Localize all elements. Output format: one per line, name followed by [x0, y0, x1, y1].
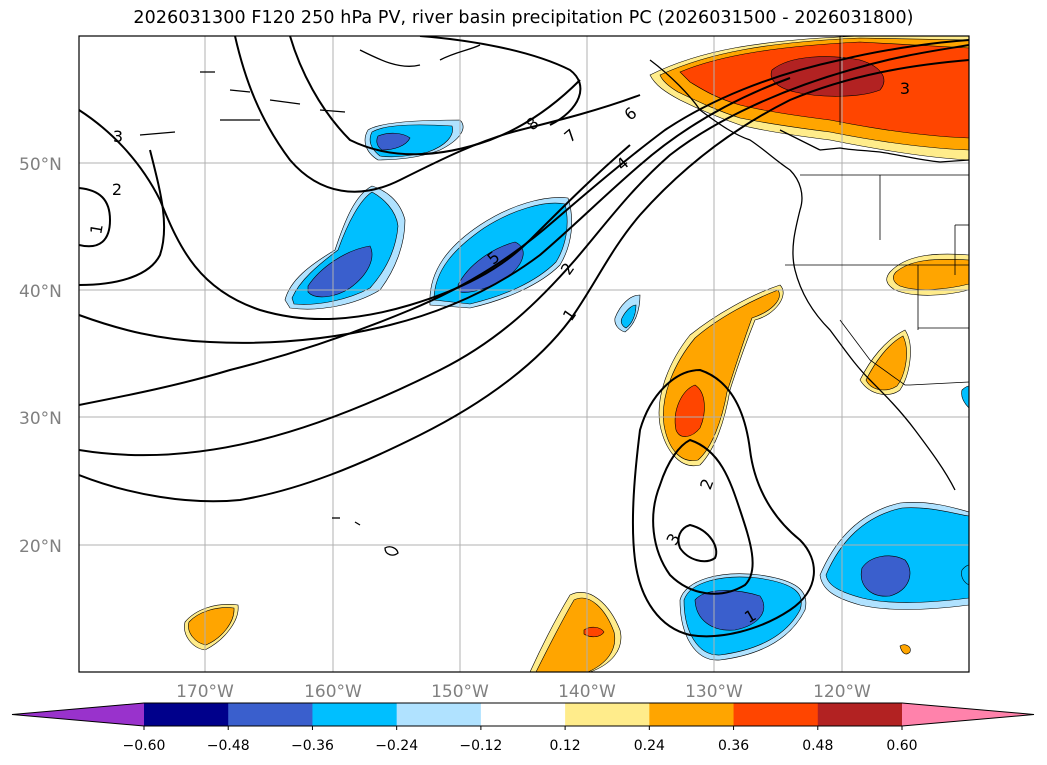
colorbar-segment: [565, 703, 650, 726]
lon-label: 170°W: [176, 682, 234, 702]
lat-label: 20°N: [19, 537, 62, 557]
colorbar-segment: [228, 703, 313, 726]
colorbar-extend-low: [12, 703, 144, 726]
colorbar-tick-label: 0.12: [550, 738, 581, 754]
pv-contours: [79, 36, 969, 638]
lon-label: 120°W: [813, 682, 871, 702]
colorbar-segment: [649, 703, 735, 726]
contour-label: 1: [86, 222, 106, 235]
contour-label: 2: [112, 180, 122, 199]
lat-label: 50°N: [19, 155, 62, 175]
precip-shading: [184, 36, 969, 672]
plot-area: 1 2 3 4 5 6 7 8 3 2 1 3 2 1: [79, 36, 969, 672]
colorbar-tick-label: 0.36: [718, 738, 749, 754]
coastlines: [139, 44, 969, 556]
colorbar-extend-high: [902, 703, 1034, 726]
colorbar-tick-label: −0.12: [459, 738, 502, 754]
longitude-labels: 170°W 160°W 150°W 140°W 130°W 120°W: [176, 682, 871, 702]
latitude-labels: 50°N 40°N 30°N 20°N: [19, 155, 62, 557]
contour-label: 3: [113, 127, 123, 146]
colorbar-segment: [396, 703, 482, 726]
colorbar-segment: [144, 703, 229, 726]
colorbar-tick-label: −0.24: [375, 738, 418, 754]
lon-label: 160°W: [304, 682, 362, 702]
colorbar-segment: [480, 703, 566, 726]
lon-label: 140°W: [558, 682, 616, 702]
colorbar-tick-label: 0.24: [634, 738, 665, 754]
lat-label: 40°N: [19, 282, 62, 302]
colorbar-segment: [312, 703, 398, 726]
graticule: [79, 36, 969, 672]
borders: [785, 36, 969, 386]
colorbar-tick-label: −0.48: [207, 738, 250, 754]
lon-label: 150°W: [431, 682, 489, 702]
colorbar-tick-label: −0.36: [291, 738, 334, 754]
colorbar-tick-label: −0.60: [123, 738, 166, 754]
colorbar-tick-label: 0.48: [802, 738, 833, 754]
lat-label: 30°N: [19, 409, 62, 429]
map-frame: [78, 35, 970, 673]
colorbar-segment: [817, 703, 903, 726]
colorbar-tick-label: 0.60: [886, 738, 917, 754]
lon-label: 130°W: [685, 682, 743, 702]
contour-label: 3: [900, 79, 910, 98]
negative-anomaly-coast: [961, 385, 969, 409]
colorbar: −0.60 −0.48 −0.36 −0.24 −0.12 0.12 0.24 0.36 0.4…: [11, 702, 1035, 754]
colorbar-segment: [733, 703, 819, 726]
map-title: 2026031300 F120 250 hPa PV, river basin …: [133, 8, 914, 28]
